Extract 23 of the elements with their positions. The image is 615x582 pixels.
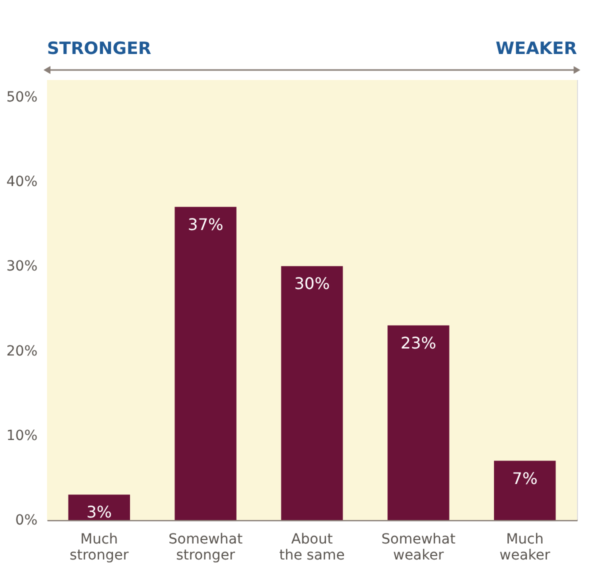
x-tick-label: Somewhat stronger (168, 532, 244, 564)
text: STRONGER (47, 39, 152, 59)
y-tick-label: 20% (6, 343, 38, 360)
bar (494, 460, 556, 520)
data-label: 37% (188, 214, 224, 234)
x-tick-label: About the same (279, 532, 345, 564)
y-tick-label: 0% (15, 512, 38, 528)
data-label: 3% (86, 502, 112, 522)
bar (174, 206, 236, 520)
text: WEAKER (496, 39, 577, 59)
data-label: 7% (512, 468, 538, 488)
bar (281, 266, 343, 520)
data-label: 23% (400, 333, 436, 352)
y-tick-label: 50% (6, 89, 38, 106)
y-tick-label: 30% (6, 258, 38, 275)
data-label: 30% (294, 274, 330, 294)
bar (68, 494, 130, 520)
y-tick-label: 10% (6, 428, 38, 444)
x-tick-label: Much weaker (500, 532, 550, 564)
x-tick-label: Much stronger (70, 532, 129, 564)
bar (388, 325, 450, 520)
y-tick-label: 40% (6, 174, 38, 190)
x-tick-label: Somewhat weaker (381, 532, 456, 564)
